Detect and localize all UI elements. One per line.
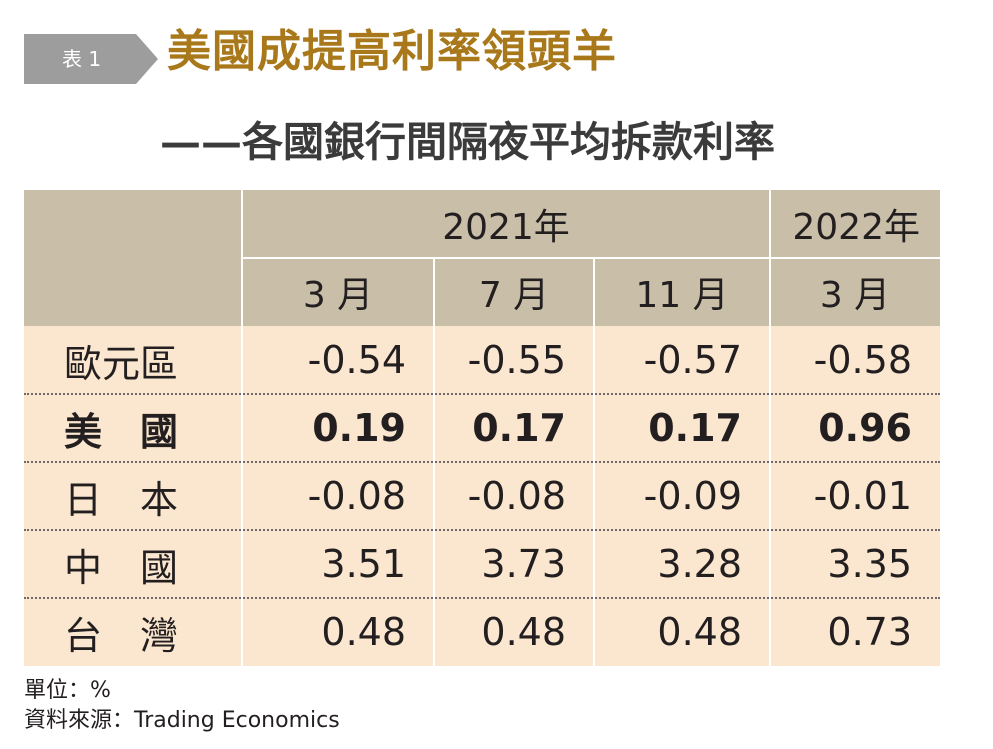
row-divider <box>24 393 940 395</box>
row-label: 美 國 <box>24 394 242 462</box>
header-separator <box>242 257 940 259</box>
table-cell-value: 0.17 <box>434 394 594 462</box>
table-cell-value: 3.35 <box>770 530 940 598</box>
column-separator <box>433 258 435 666</box>
table-cell-value: 3.51 <box>242 530 434 598</box>
row-label: 日 本 <box>24 462 242 530</box>
table-cell-value: 3.28 <box>594 530 770 598</box>
column-separator <box>769 190 771 666</box>
table-tag: 表 1 <box>24 34 158 84</box>
table-cell-value: 3.73 <box>434 530 594 598</box>
table-cell-value: 0.73 <box>770 598 940 666</box>
year-header: 2021年 <box>242 190 770 258</box>
table-cell-value: -0.57 <box>594 326 770 394</box>
month-header: 3 月 <box>242 258 434 326</box>
table-cell-value: 0.96 <box>770 394 940 462</box>
row-divider <box>24 461 940 463</box>
row-label: 中 國 <box>24 530 242 598</box>
source-note: 資料來源：Trading Economics <box>24 708 340 733</box>
column-separator <box>241 190 243 666</box>
unit-note: 單位：% <box>24 678 111 703</box>
row-label: 台 灣 <box>24 598 242 666</box>
table-cell-value: 0.19 <box>242 394 434 462</box>
row-label: 歐元區 <box>24 326 242 394</box>
table-cell-value: -0.01 <box>770 462 940 530</box>
month-header: 7 月 <box>434 258 594 326</box>
table-cell-value: 0.48 <box>594 598 770 666</box>
table-cell-value: 0.48 <box>434 598 594 666</box>
row-divider <box>24 597 940 599</box>
row-divider <box>24 529 940 531</box>
table-cell-value: 0.48 <box>242 598 434 666</box>
table-cell-value: -0.09 <box>594 462 770 530</box>
year-header: 2022年 <box>770 190 940 258</box>
table-cell-value: -0.08 <box>242 462 434 530</box>
header-corner <box>24 190 242 326</box>
table-cell-value: -0.08 <box>434 462 594 530</box>
footnotes: 單位：% 資料來源：Trading Economics <box>24 676 340 736</box>
month-header: 3 月 <box>770 258 940 326</box>
table-cell-value: -0.55 <box>434 326 594 394</box>
table-cell-value: -0.54 <box>242 326 434 394</box>
month-header: 11 月 <box>594 258 770 326</box>
table-cell-value: -0.58 <box>770 326 940 394</box>
column-separator <box>593 258 595 666</box>
chart-subtitle: ——各國銀行間隔夜平均拆款利率 <box>160 118 775 166</box>
chart-title: 美國成提高利率領頭羊 <box>167 26 617 77</box>
table-cell-value: 0.17 <box>594 394 770 462</box>
